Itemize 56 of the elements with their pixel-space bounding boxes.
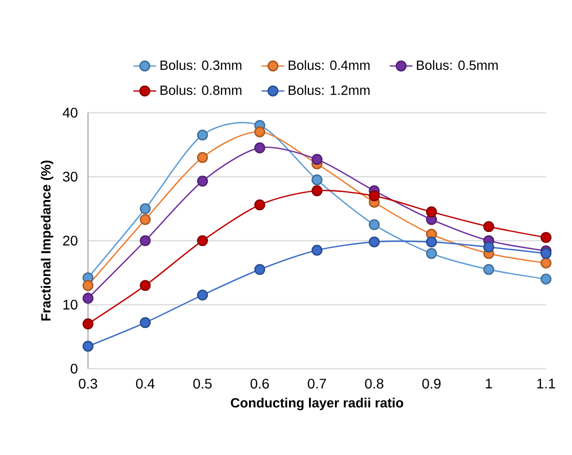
point xyxy=(540,274,552,285)
point xyxy=(368,190,380,202)
point xyxy=(140,214,151,226)
point xyxy=(197,176,208,187)
point xyxy=(254,142,266,154)
y-tick-label: 40 xyxy=(62,108,78,118)
point xyxy=(368,219,380,230)
point xyxy=(82,280,94,292)
point xyxy=(82,340,94,352)
point xyxy=(254,126,266,138)
point xyxy=(82,318,94,330)
point xyxy=(312,174,322,186)
legend-label: Bolus: 0.3mm xyxy=(160,60,242,70)
point xyxy=(426,248,437,260)
point xyxy=(254,264,266,276)
point xyxy=(140,203,151,214)
point xyxy=(312,185,322,196)
point xyxy=(483,242,494,253)
point xyxy=(540,248,552,260)
x-tick-label: 0.8 xyxy=(365,378,384,389)
point xyxy=(483,221,494,232)
point xyxy=(254,200,266,210)
legend-label: Bolus: 0.5mm xyxy=(416,60,498,70)
point xyxy=(197,130,208,141)
point xyxy=(140,280,151,292)
point xyxy=(312,244,322,256)
x-tick-label: 1.1 xyxy=(537,378,556,389)
x-axis-title: Conducting layer radii ratio xyxy=(230,398,404,410)
point xyxy=(197,235,208,246)
y-axis-title: Fractional Impedance (%) xyxy=(40,160,54,321)
point xyxy=(540,258,552,269)
x-tick-label: 0.9 xyxy=(422,378,441,389)
point xyxy=(426,206,437,218)
legend-label: Bolus: 0.8mm xyxy=(160,85,242,96)
x-tick-label: 1 xyxy=(486,378,492,389)
point xyxy=(426,236,437,248)
point xyxy=(483,264,494,276)
x-tick-label: 0.3 xyxy=(78,378,98,389)
x-tick-label: 0.5 xyxy=(193,378,212,389)
point xyxy=(368,236,380,248)
point xyxy=(540,232,552,244)
point xyxy=(312,154,322,166)
x-tick-label: 0.6 xyxy=(250,378,269,389)
legend-label: Bolus: 1.2mm xyxy=(288,85,370,96)
point xyxy=(197,290,208,301)
point xyxy=(140,317,151,328)
x-tick-label: 0.7 xyxy=(308,378,326,389)
point xyxy=(82,292,94,304)
legend-label: Bolus: 0.4mm xyxy=(288,60,370,70)
point xyxy=(140,235,151,246)
point xyxy=(197,152,208,164)
y-tick-label: 0 xyxy=(70,364,78,374)
x-tick-label: 0.4 xyxy=(136,378,155,389)
y-tick-label: 10 xyxy=(63,300,78,310)
y-tick-label: 20 xyxy=(63,236,78,246)
y-tick-label: 30 xyxy=(62,172,78,182)
